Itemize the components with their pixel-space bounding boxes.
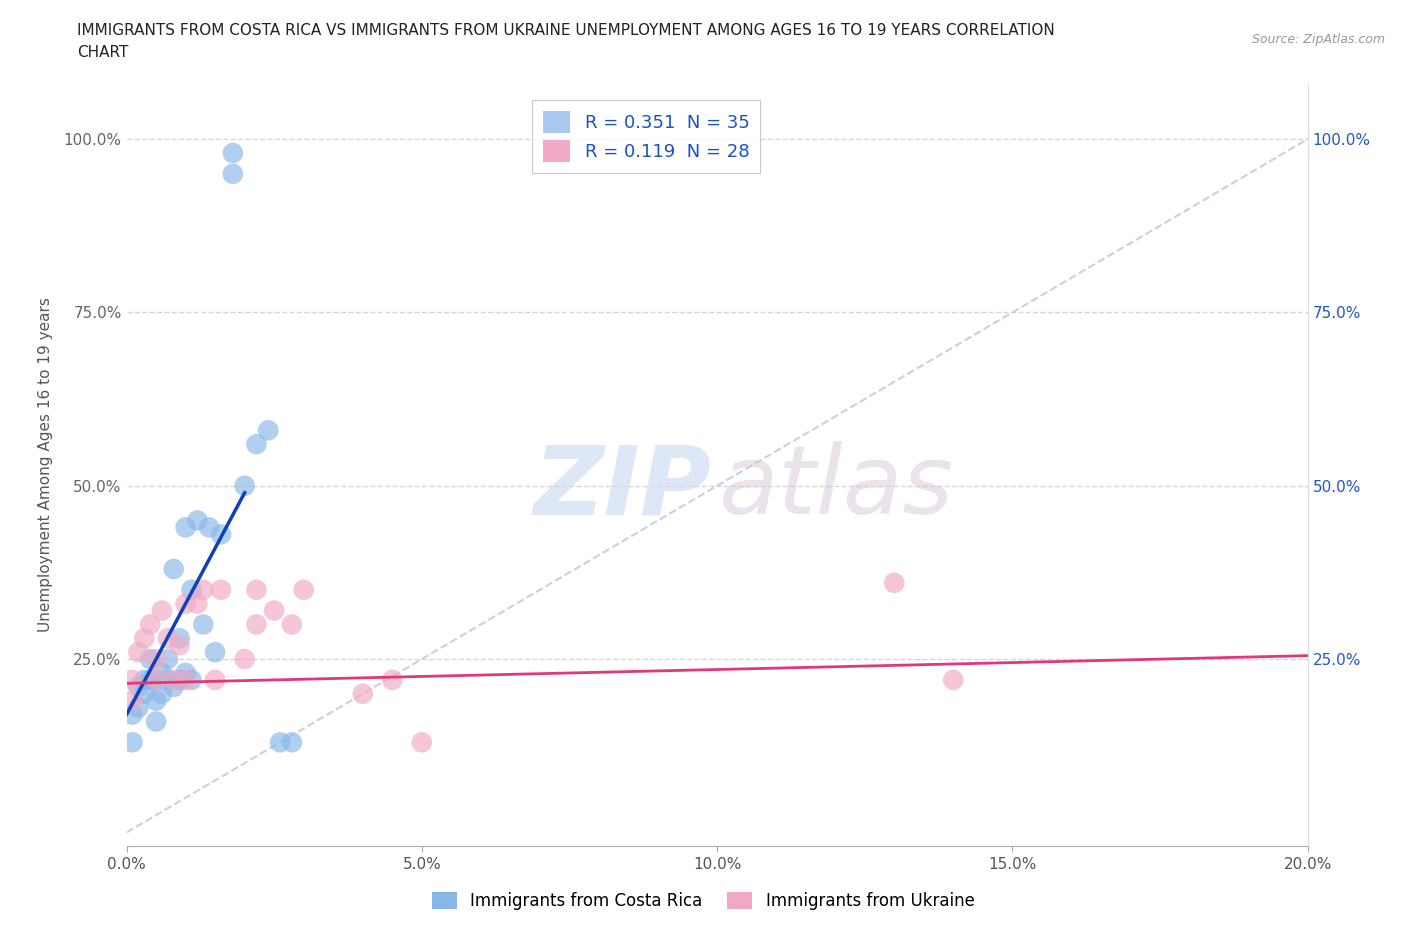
Point: [150, 686, 173, 701]
Point: [127, 680, 149, 695]
Point: [163, 672, 186, 687]
Point: [139, 672, 162, 687]
Point: [139, 617, 162, 631]
Point: [145, 672, 167, 687]
Point: [209, 527, 232, 542]
Point: [145, 693, 167, 708]
Point: [127, 644, 149, 659]
Point: [145, 714, 167, 729]
Point: [174, 666, 197, 681]
Point: [163, 680, 186, 695]
Point: [156, 652, 179, 667]
Point: [222, 146, 245, 161]
Point: [222, 166, 245, 181]
Point: [193, 617, 215, 631]
Point: [180, 582, 202, 597]
Point: [281, 735, 304, 750]
Point: [281, 617, 304, 631]
Point: [169, 631, 191, 645]
Point: [942, 672, 965, 687]
Point: [150, 604, 173, 618]
Point: [121, 672, 143, 687]
Point: [245, 437, 267, 452]
Text: CHART: CHART: [77, 45, 129, 60]
Point: [134, 631, 156, 645]
Point: [186, 596, 208, 611]
Point: [257, 423, 280, 438]
Point: [163, 562, 186, 577]
Point: [233, 478, 256, 493]
Point: [145, 672, 167, 687]
Point: [139, 652, 162, 667]
Point: [204, 672, 226, 687]
Point: [134, 686, 156, 701]
Point: [411, 735, 433, 750]
Point: [156, 672, 179, 687]
Point: [174, 596, 197, 611]
Point: [156, 631, 179, 645]
Text: ZIP: ZIP: [534, 442, 711, 535]
Point: [127, 700, 149, 715]
Point: [150, 666, 173, 681]
Point: [121, 693, 143, 708]
Text: Source: ZipAtlas.com: Source: ZipAtlas.com: [1251, 33, 1385, 46]
Point: [121, 735, 143, 750]
Point: [180, 672, 202, 687]
Point: [269, 735, 291, 750]
Point: [245, 582, 267, 597]
Point: [883, 576, 905, 591]
Point: [198, 520, 221, 535]
Y-axis label: Unemployment Among Ages 16 to 19 years: Unemployment Among Ages 16 to 19 years: [38, 298, 52, 632]
Point: [245, 617, 267, 631]
Text: atlas: atlas: [717, 442, 953, 535]
Point: [292, 582, 315, 597]
Text: IMMIGRANTS FROM COSTA RICA VS IMMIGRANTS FROM UKRAINE UNEMPLOYMENT AMONG AGES 16: IMMIGRANTS FROM COSTA RICA VS IMMIGRANTS…: [77, 23, 1054, 38]
Point: [134, 672, 156, 687]
Point: [174, 672, 197, 687]
Point: [174, 520, 197, 535]
Point: [381, 672, 404, 687]
Point: [209, 582, 232, 597]
Point: [263, 604, 285, 618]
Legend: R = 0.351  N = 35, R = 0.119  N = 28: R = 0.351 N = 35, R = 0.119 N = 28: [531, 100, 761, 173]
Point: [169, 638, 191, 653]
Legend: Immigrants from Costa Rica, Immigrants from Ukraine: Immigrants from Costa Rica, Immigrants f…: [425, 885, 981, 917]
Point: [193, 582, 215, 597]
Point: [352, 686, 374, 701]
Point: [186, 513, 208, 528]
Point: [145, 652, 167, 667]
Point: [169, 672, 191, 687]
Point: [233, 652, 256, 667]
Point: [204, 644, 226, 659]
Point: [121, 707, 143, 722]
